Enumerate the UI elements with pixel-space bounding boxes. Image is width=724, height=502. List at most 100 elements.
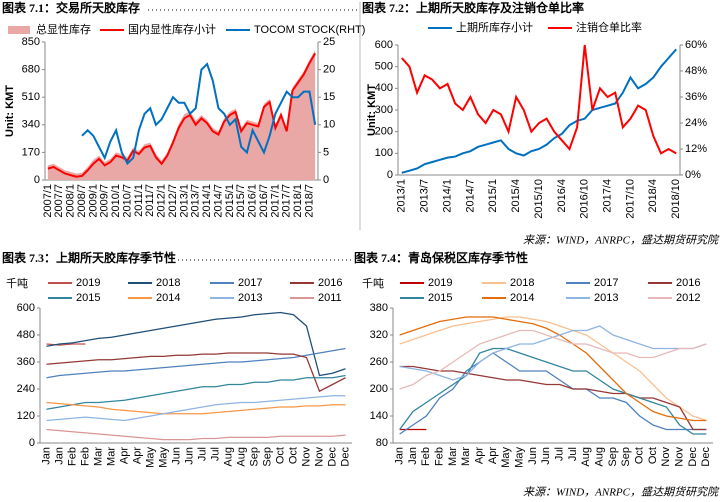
legend-label: 2013	[238, 292, 262, 304]
line	[46, 428, 346, 441]
y2-tick-label: 36%	[685, 91, 707, 103]
x-tick-label: 2007/7	[53, 184, 65, 218]
x-tick-label: 2015/10	[533, 179, 545, 219]
y-tick-label: 200	[375, 126, 393, 138]
x-tick-label: 2014/1	[441, 179, 453, 213]
x-tick-label: Jan	[53, 447, 65, 465]
y-tick-label: 600	[17, 302, 35, 314]
x-tick-label: Apr	[487, 447, 499, 464]
y-tick-label: 260	[370, 356, 388, 368]
x-tick-label: 2007/1	[42, 184, 54, 218]
x-tick-label: Apr	[474, 447, 486, 464]
line	[399, 316, 707, 422]
legend-label: 2012	[676, 292, 700, 304]
x-tick-label: Dec	[700, 447, 712, 467]
x-tick-label: Aug	[222, 447, 234, 467]
legend-label: 2019	[428, 277, 452, 289]
x-tick-label: Sep	[620, 447, 632, 467]
chart-title: 图表 7.1：交易所天胶库存	[2, 0, 140, 15]
legend-label: 2013	[594, 292, 618, 304]
line	[46, 352, 346, 393]
x-tick-label: Jan	[407, 447, 419, 465]
line	[46, 395, 346, 422]
x-tick-label: 2017/7	[281, 184, 293, 218]
y-tick-label: 680	[22, 64, 40, 76]
x-tick-label: 2018/7	[303, 184, 315, 218]
y2-tick-label: 0	[323, 174, 329, 186]
y-tick-label: 600	[375, 39, 393, 51]
source: 来源：WIND，ANRPC，盛达期货研究院	[523, 234, 720, 247]
y-tick-label: 0	[29, 437, 35, 449]
x-tick-label: Jun	[183, 447, 195, 465]
y-axis-title: Unit: KMT	[4, 85, 16, 137]
y-tick-label: 360	[17, 356, 35, 368]
y2-tick-label: 12%	[685, 143, 707, 155]
legend-label: 总显性库存	[36, 22, 91, 36]
x-tick-label: Mar	[460, 447, 472, 466]
x-tick-label: 2018/1	[292, 184, 304, 218]
x-tick-label: Aug	[580, 447, 592, 467]
y2-tick-label: 20	[323, 64, 335, 76]
legend-label: 2011	[318, 292, 342, 304]
x-tick-label: 2013/7	[419, 179, 431, 213]
y-tick-label: 320	[370, 329, 388, 341]
x-tick-label: Nov	[313, 447, 325, 467]
y-tick-label: 510	[22, 91, 40, 103]
legend-label: 2017	[594, 277, 618, 289]
x-tick-label: Mar	[105, 447, 117, 466]
y-tick-label: 0	[387, 169, 393, 181]
x-tick-label: May	[514, 447, 526, 468]
legend-label: 2019	[76, 277, 100, 289]
x-tick-label: Mar	[92, 447, 104, 466]
x-tick-label: Sep	[607, 447, 619, 467]
x-tick-label: 2016/1	[247, 184, 259, 218]
line	[399, 329, 707, 390]
y-tick-label: 240	[17, 383, 35, 395]
x-tick-label: Oct	[274, 447, 286, 464]
legend-swatch	[8, 26, 30, 34]
x-tick-label: 2008/1	[65, 184, 77, 218]
line	[46, 401, 346, 415]
x-tick-label: Jun	[540, 447, 552, 465]
x-tick-label: Jul	[567, 447, 579, 461]
legend-label: 2018	[510, 277, 534, 289]
x-tick-label: 2016/4	[556, 179, 568, 213]
y2-tick-label: 24%	[685, 117, 707, 129]
x-tick-label: Feb	[434, 447, 446, 466]
x-tick-label: 2017/10	[624, 179, 636, 219]
x-tick-label: 2011/7	[144, 184, 156, 217]
x-tick-label: Jul	[196, 447, 208, 461]
line	[401, 44, 677, 155]
y-tick-label: 340	[22, 119, 40, 131]
legend-label: 2015	[76, 292, 100, 304]
y-tick-label: 400	[375, 82, 393, 94]
x-tick-label: Mar	[447, 447, 459, 466]
line	[81, 62, 317, 166]
legend-label: 2018	[156, 277, 180, 289]
x-tick-label: 2015/7	[235, 184, 247, 218]
y2-tick-label: 60%	[685, 39, 707, 51]
x-tick-label: 2014/7	[212, 184, 224, 218]
x-tick-label: 2013/1	[178, 184, 190, 218]
x-tick-label: Feb	[79, 447, 91, 466]
x-tick-label: 2012/1	[156, 184, 168, 218]
x-tick-label: 2015/4	[510, 179, 522, 213]
x-tick-label: May	[157, 447, 169, 468]
x-tick-label: May	[144, 447, 156, 468]
y-tick-label: 480	[17, 329, 35, 341]
x-tick-label: Dec	[687, 447, 699, 467]
x-tick-label: May	[500, 447, 512, 468]
x-tick-label: Aug	[235, 447, 247, 467]
unit: 千吨	[6, 277, 28, 290]
y-tick-label: 850	[22, 36, 40, 48]
x-tick-label: 2010/7	[121, 184, 133, 218]
y-tick-label: 170	[22, 146, 40, 158]
legend-label: 2016	[676, 277, 700, 289]
y-tick-label: 500	[375, 61, 393, 73]
line	[399, 347, 707, 435]
legend-label: 上期所库存小计	[456, 20, 533, 34]
x-tick-label: 2014/7	[464, 179, 476, 213]
line	[47, 52, 317, 178]
legend-label: TOCOM STOCK(RHT)	[254, 24, 365, 36]
